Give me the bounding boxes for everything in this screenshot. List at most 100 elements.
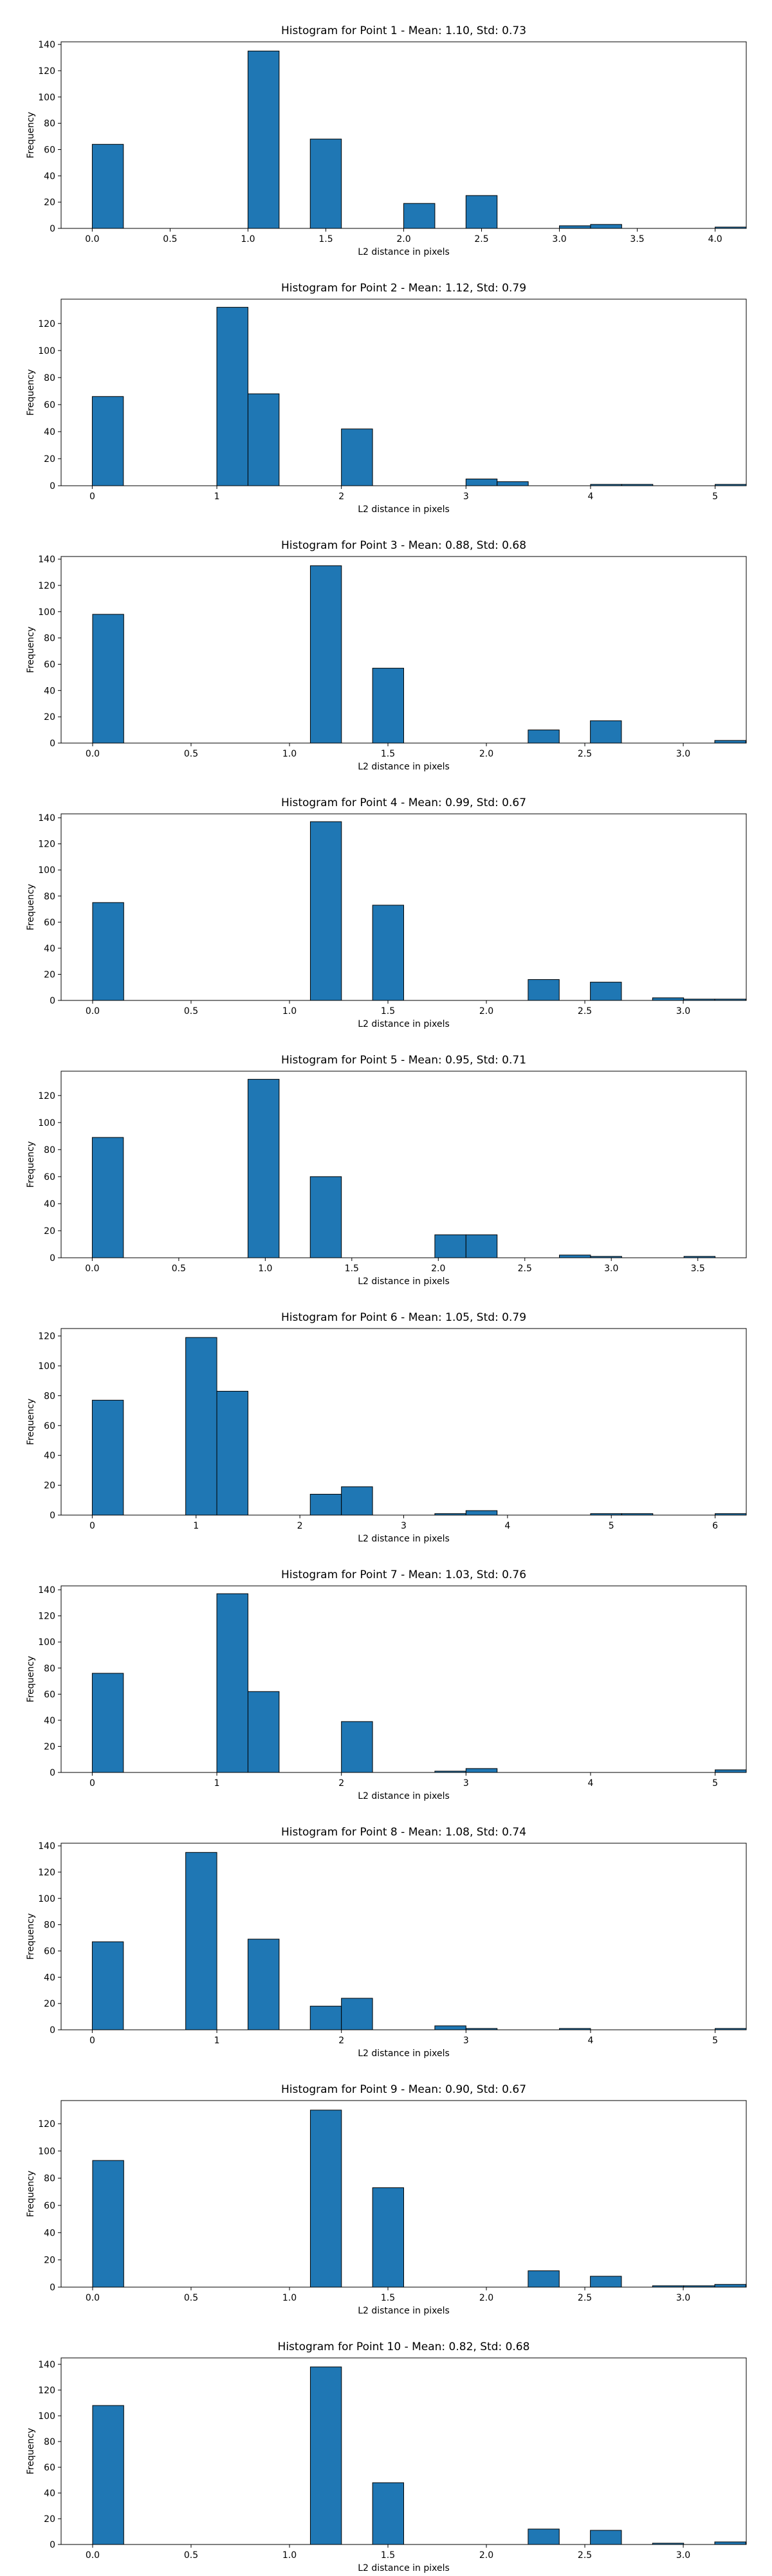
axes-frame: [60, 2357, 747, 2545]
x-tick-label: 4.0: [708, 234, 722, 244]
y-tick-label: 60: [44, 145, 55, 155]
x-tick-label: 1.0: [282, 2293, 297, 2303]
y-axis-label: Frequency: [26, 1399, 36, 1445]
x-tick-label: 1.5: [381, 2293, 395, 2303]
x-tick-label: 2.0: [396, 234, 410, 244]
histogram-bar: [216, 1390, 248, 1516]
histogram-bar: [372, 2482, 405, 2545]
x-tick-label: 3: [401, 1521, 407, 1531]
histogram-panel-3: Histogram for Point 3 - Mean: 0.88, Std:…: [0, 515, 772, 772]
x-tick-label: 1: [214, 492, 220, 502]
x-tick-label: 3: [463, 492, 469, 502]
histogram-bar: [309, 1176, 342, 1258]
histogram-bar: [465, 1768, 498, 1773]
x-tick-label: 2.5: [578, 2293, 592, 2303]
y-tick-label: 40: [44, 1716, 55, 1726]
x-tick-label: 0.0: [85, 1264, 99, 1274]
y-tick-label: 40: [44, 1973, 55, 1983]
y-tick-label: 60: [44, 400, 55, 410]
histogram-bar: [309, 2366, 342, 2545]
x-tick-label: 0.5: [172, 1264, 186, 1274]
y-tick-label: 60: [44, 1172, 55, 1182]
histogram-bar: [715, 1769, 747, 1773]
histogram-bar: [528, 2528, 560, 2545]
histogram-bar: [403, 203, 436, 229]
x-tick-label: 2.0: [479, 749, 493, 759]
histogram-bar: [465, 195, 498, 229]
x-axis-label: L2 distance in pixels: [358, 762, 450, 772]
y-axis-label: Frequency: [26, 2428, 36, 2474]
y-tick-label: 60: [44, 2463, 55, 2473]
histogram-bar: [341, 1998, 373, 2030]
y-tick-label: 140: [38, 1841, 55, 1852]
histogram-bar: [309, 1494, 342, 1516]
histogram-svg-10: Histogram for Point 10 - Mean: 0.82, Std…: [26, 2341, 747, 2573]
x-tick-label: 0.5: [184, 2293, 198, 2303]
axes-frame: [60, 1328, 747, 1516]
x-tick-label: 3.0: [676, 1006, 690, 1017]
x-axis-label: L2 distance in pixels: [358, 1534, 450, 1544]
y-tick-label: 100: [38, 1361, 55, 1372]
histogram-panel-9: Histogram for Point 9 - Mean: 0.90, Std:…: [0, 2059, 772, 2316]
y-tick-label: 100: [38, 607, 55, 618]
y-tick-label: 80: [44, 1391, 55, 1401]
y-tick-label: 20: [44, 198, 55, 208]
axes-frame: [60, 813, 747, 1001]
x-tick-label: 2: [338, 2036, 344, 2046]
y-tick-label: 120: [38, 1332, 55, 1342]
histogram-bar: [341, 1486, 373, 1516]
histogram-bar: [434, 1234, 466, 1258]
histogram-panel-4: Histogram for Point 4 - Mean: 0.99, Std:…: [0, 772, 772, 1029]
x-tick-label: 5: [712, 1778, 718, 1789]
y-tick-label: 120: [38, 2386, 55, 2396]
x-axis-label: L2 distance in pixels: [358, 1019, 450, 1029]
x-tick-label: 2.5: [578, 1006, 592, 1017]
y-tick-label: 120: [38, 2119, 55, 2130]
y-tick-label: 80: [44, 634, 55, 644]
x-tick-label: 1.5: [345, 1264, 359, 1274]
x-tick-label: 3: [463, 1778, 469, 1789]
chart-title: Histogram for Point 7 - Mean: 1.03, Std:…: [281, 1569, 526, 1581]
y-tick-label: 20: [44, 970, 55, 980]
x-tick-label: 0.5: [184, 1006, 198, 1017]
y-tick-label: 100: [38, 1118, 55, 1128]
histogram-bar: [528, 2270, 560, 2288]
histogram-svg-3: Histogram for Point 3 - Mean: 0.88, Std:…: [26, 539, 747, 772]
chart-title: Histogram for Point 2 - Mean: 1.12, Std:…: [281, 282, 526, 295]
x-tick-label: 5: [712, 2036, 718, 2046]
y-tick-label: 0: [50, 1768, 55, 1778]
histogram-bar: [91, 1673, 124, 1773]
chart-title: Histogram for Point 5 - Mean: 0.95, Std:…: [281, 1054, 526, 1067]
histogram-bar: [309, 138, 342, 229]
histogram-bar: [590, 720, 622, 744]
y-tick-label: 20: [44, 2514, 55, 2525]
y-tick-label: 100: [38, 346, 55, 356]
histogram-bar: [309, 2110, 342, 2288]
x-tick-label: 1.5: [381, 1006, 395, 1017]
chart-title: Histogram for Point 4 - Mean: 0.99, Std:…: [281, 796, 526, 809]
y-tick-label: 60: [44, 1689, 55, 1700]
x-tick-label: 5: [609, 1521, 614, 1531]
histogram-bar: [216, 307, 248, 486]
histogram-svg-9: Histogram for Point 9 - Mean: 0.90, Std:…: [26, 2083, 747, 2316]
y-axis-label: Frequency: [26, 2171, 36, 2217]
y-tick-label: 120: [38, 1612, 55, 1622]
y-tick-label: 120: [38, 1868, 55, 1878]
histogram-bar: [185, 1337, 217, 1516]
histogram-panel-10: Histogram for Point 10 - Mean: 0.82, Std…: [0, 2316, 772, 2573]
axes-frame: [60, 1843, 747, 2030]
histogram-svg-2: Histogram for Point 2 - Mean: 1.12, Std:…: [26, 282, 747, 515]
y-tick-label: 0: [50, 224, 55, 234]
histogram-bar: [92, 2405, 124, 2545]
histogram-bar: [247, 50, 280, 229]
y-tick-label: 20: [44, 1742, 55, 1752]
y-tick-label: 100: [38, 2146, 55, 2157]
x-tick-label: 1.5: [381, 2550, 395, 2561]
x-axis-label: L2 distance in pixels: [358, 1791, 450, 1801]
axes-frame: [60, 1071, 747, 1258]
x-tick-label: 2.0: [431, 1264, 445, 1274]
x-tick-label: 1.0: [282, 749, 297, 759]
y-tick-label: 140: [38, 2360, 55, 2370]
x-tick-label: 0.5: [184, 749, 198, 759]
